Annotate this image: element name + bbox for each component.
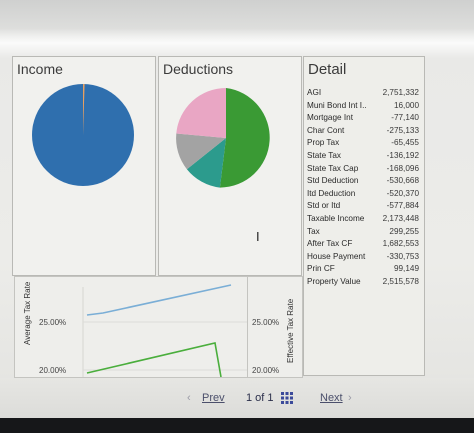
detail-row-label: State Tax Cap [307, 163, 359, 173]
detail-row-label: House Payment [307, 251, 366, 261]
detail-row-label: After Tax CF [307, 239, 353, 249]
detail-row-value: 2,173,448 [382, 213, 419, 223]
deductions-slice-pink[interactable] [176, 88, 226, 138]
detail-row-label: Muni Bond Int I.. [307, 100, 367, 110]
detail-title: Detail [308, 61, 347, 78]
detail-row: Property Value 2,515,578 [307, 276, 419, 289]
detail-row-label: Property Value [307, 276, 361, 286]
average-tax-rate-chart: Average Tax Rate 25.00% 20.00% [14, 276, 248, 378]
right-tick-25: 25.00% [252, 318, 280, 327]
detail-row: Std Deduction -530,668 [307, 175, 419, 188]
detail-row-value: -275,133 [386, 125, 419, 135]
pager-bar [0, 378, 474, 418]
detail-row: State Tax Cap -168,096 [307, 163, 419, 176]
detail-row-value: 2,751,332 [382, 88, 419, 97]
detail-row-value: -77,140 [391, 113, 419, 123]
average-tax-rate-line-blue[interactable] [86, 284, 232, 316]
monitor-bezel [0, 418, 474, 433]
detail-row-value: -168,096 [386, 163, 419, 173]
income-pie[interactable] [13, 57, 155, 275]
prev-button[interactable]: Prev [202, 392, 225, 404]
screen-glare [0, 28, 474, 58]
left-tick-20: 20.00% [39, 366, 67, 375]
detail-row-value: 299,255 [389, 226, 419, 236]
detail-row-value: -65,455 [391, 138, 419, 148]
detail-row-label: AGI [307, 88, 322, 97]
average-tax-rate-line-green[interactable] [86, 342, 222, 377]
detail-row-label: Prin CF [307, 264, 335, 274]
detail-row-label: Char Cont [307, 125, 345, 135]
text-cursor-icon: I [256, 229, 260, 244]
detail-row-label: Prop Tax [307, 138, 340, 148]
average-tax-rate-plot[interactable] [15, 277, 247, 377]
page-indicator: 1 of 1 [246, 392, 274, 404]
detail-row-value: -530,668 [386, 176, 419, 186]
next-button[interactable]: Next [320, 392, 343, 404]
left-tick-25: 25.00% [39, 318, 67, 327]
detail-row-label: Itd Deduction [307, 188, 356, 198]
detail-row-label: Tax [307, 226, 320, 236]
detail-row: Tax 299,255 [307, 226, 419, 239]
detail-row: Mortgage Int -77,140 [307, 112, 419, 125]
prev-chevron-icon[interactable]: ‹ [187, 392, 191, 404]
detail-row-value: 1,682,553 [382, 239, 419, 249]
deductions-pie[interactable] [159, 57, 301, 275]
detail-row: Std or Itd -577,884 [307, 200, 419, 213]
detail-row-label: Mortgage Int [307, 113, 353, 123]
detail-row-label: Std or Itd [307, 201, 341, 211]
effective-tax-rate-axis-panel: 25.00% 20.00% Effective Tax Rate [247, 276, 303, 378]
detail-row-value: 99,149 [393, 264, 419, 274]
detail-row: Prop Tax -65,455 [307, 137, 419, 150]
detail-row: State Tax -136,192 [307, 150, 419, 163]
detail-row: Taxable Income 2,173,448 [307, 213, 419, 226]
deductions-slice-gray[interactable] [176, 133, 226, 170]
right-tick-20: 20.00% [252, 366, 280, 375]
detail-row: Muni Bond Int I.. 16,000 [307, 100, 419, 113]
effective-tax-rate-axis-label: Effective Tax Rate [286, 298, 295, 363]
detail-row: House Payment -330,753 [307, 251, 419, 264]
detail-panel: Detail AGI 2,751,332 Muni Bond Int I.. 16,0… [303, 56, 425, 376]
next-chevron-icon[interactable]: › [348, 392, 352, 404]
detail-row-value: -520,370 [386, 188, 419, 198]
grid-view-icon[interactable] [281, 392, 293, 404]
detail-row-value: -136,192 [386, 150, 419, 160]
deductions-title: Deductions [163, 61, 234, 77]
income-pie-minor-slice[interactable] [83, 83, 85, 135]
detail-row: Itd Deduction -520,370 [307, 188, 419, 201]
detail-row: After Tax CF 1,682,553 [307, 238, 419, 251]
income-title: Income [17, 61, 63, 77]
detail-row-value: 2,515,578 [382, 276, 419, 286]
detail-table: AGI 2,751,332 Muni Bond Int I.. 16,000 Mortg… [307, 87, 419, 289]
detail-row: Prin CF 99,149 [307, 263, 419, 276]
detail-row-label: State Tax [307, 150, 341, 160]
deductions-slice-teal[interactable] [186, 138, 226, 188]
detail-row-value: 16,000 [393, 100, 419, 110]
detail-row-value: -330,753 [386, 251, 419, 261]
deductions-slice-green[interactable] [219, 88, 270, 188]
detail-row-label: Taxable Income [307, 213, 365, 223]
income-panel: Income [12, 56, 156, 276]
detail-row: AGI 2,751,332 [307, 87, 419, 100]
detail-row-label: Std Deduction [307, 176, 359, 186]
detail-row-value: -577,884 [386, 201, 419, 211]
deductions-panel: Deductions [158, 56, 302, 276]
detail-row: Char Cont -275,133 [307, 125, 419, 138]
